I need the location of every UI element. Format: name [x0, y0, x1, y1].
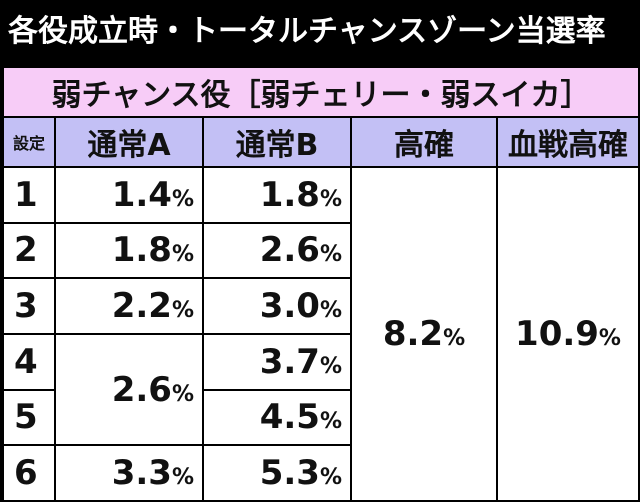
subtitle-row: 弱チャンス役［弱チェリー・弱スイカ］	[1, 66, 640, 118]
setting-cell: 1	[2, 166, 56, 224]
setting-cell: 5	[2, 388, 56, 447]
normal-a-cell: 3.3%	[54, 444, 204, 502]
header-kessen: 血戦高確	[495, 116, 640, 168]
setting-cell: 2	[2, 221, 56, 280]
normal-b-cell: 4.5%	[202, 388, 352, 447]
setting-cell: 3	[2, 277, 56, 335]
table-row: 4 2.6% 3.7%	[2, 332, 639, 447]
normal-a-cell: 1.4%	[54, 166, 204, 224]
table-row: 5 4.5%	[2, 388, 639, 447]
page-title: 各役成立時・トータルチャンスゾーン当選率	[0, 0, 640, 64]
header-kouka: 高確	[350, 116, 498, 168]
kouka-cell: 8.2%	[350, 166, 498, 502]
header-setting: 設定	[2, 116, 56, 168]
header-normal-b: 通常B	[202, 116, 352, 168]
kessen-cell: 10.9%	[495, 166, 640, 502]
normal-b-cell: 3.7%	[202, 332, 352, 391]
table-row: 2 1.8% 2.6%	[2, 221, 639, 280]
table-row: 6 3.3% 5.3%	[2, 444, 639, 502]
table-row: 1 1.4% 1.8% 8.2% 10.9%	[2, 166, 640, 502]
header-row: 設定 通常A 通常B 高確 血戦高確	[2, 116, 640, 168]
normal-a-cell: 1.8%	[54, 221, 204, 280]
table-subtitle: 弱チャンス役［弱チェリー・弱スイカ］	[1, 66, 640, 118]
normal-a-cell: 2.2%	[54, 277, 204, 335]
setting-cell: 4	[2, 332, 56, 391]
normal-a-cell: 2.6%	[54, 332, 204, 447]
normal-b-cell: 1.8%	[202, 166, 352, 224]
rate-table: 弱チャンス役［弱チェリー・弱スイカ］ 設定 通常A 通常B 高確 血戦高確 1 …	[1, 66, 640, 502]
setting-cell: 6	[2, 444, 56, 502]
normal-b-cell: 2.6%	[202, 221, 352, 280]
normal-b-cell: 3.0%	[202, 277, 352, 335]
header-normal-a: 通常A	[54, 116, 204, 168]
table-row: 3 2.2% 3.0%	[2, 277, 639, 335]
normal-b-cell: 5.3%	[202, 444, 352, 502]
